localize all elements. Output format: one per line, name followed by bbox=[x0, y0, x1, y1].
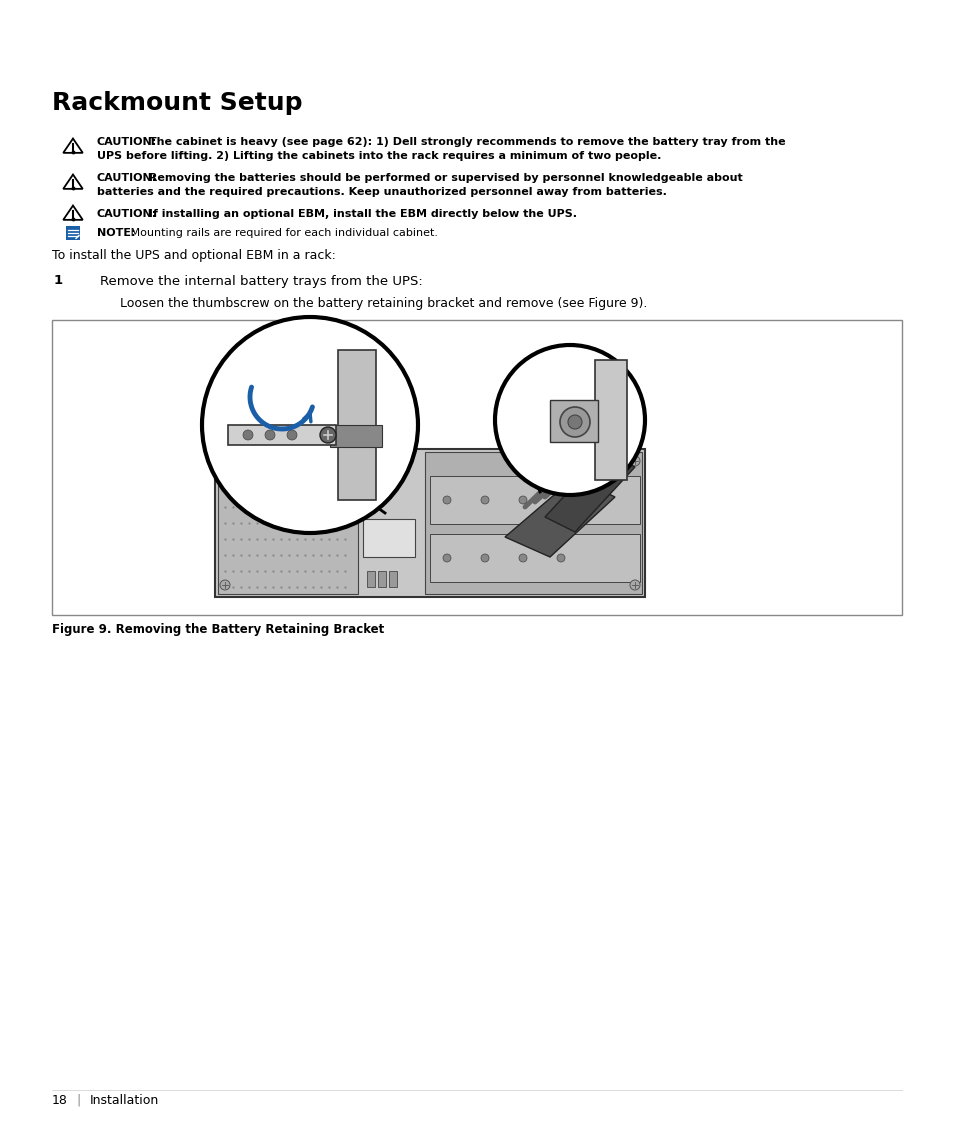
FancyBboxPatch shape bbox=[52, 319, 901, 615]
FancyBboxPatch shape bbox=[228, 425, 335, 445]
Circle shape bbox=[319, 427, 335, 443]
Text: NOTE:: NOTE: bbox=[97, 228, 135, 238]
FancyBboxPatch shape bbox=[330, 425, 381, 447]
Circle shape bbox=[559, 406, 589, 437]
Circle shape bbox=[567, 414, 581, 429]
Text: |: | bbox=[76, 1093, 80, 1106]
Text: 18: 18 bbox=[52, 1093, 68, 1106]
Text: CAUTION:: CAUTION: bbox=[97, 210, 157, 219]
Circle shape bbox=[220, 456, 230, 466]
Text: 1: 1 bbox=[54, 275, 63, 287]
Circle shape bbox=[557, 496, 564, 504]
Circle shape bbox=[480, 496, 489, 504]
FancyBboxPatch shape bbox=[363, 519, 415, 556]
Circle shape bbox=[518, 496, 526, 504]
Circle shape bbox=[243, 431, 253, 440]
Text: Installation: Installation bbox=[90, 1093, 159, 1106]
Text: Loosen the thumbscrew on the battery retaining bracket and remove (see Figure 9): Loosen the thumbscrew on the battery ret… bbox=[120, 297, 647, 309]
Text: UPS before lifting. 2) Lifting the cabinets into the rack requires a minimum of : UPS before lifting. 2) Lifting the cabin… bbox=[97, 151, 660, 161]
Circle shape bbox=[442, 554, 451, 562]
Circle shape bbox=[480, 554, 489, 562]
Circle shape bbox=[220, 581, 230, 590]
Text: CAUTION:: CAUTION: bbox=[97, 137, 157, 147]
Circle shape bbox=[287, 431, 296, 440]
FancyBboxPatch shape bbox=[377, 571, 386, 587]
Text: To install the UPS and optional EBM in a rack:: To install the UPS and optional EBM in a… bbox=[52, 248, 335, 261]
Circle shape bbox=[265, 431, 274, 440]
Text: Figure 9. Removing the Battery Retaining Bracket: Figure 9. Removing the Battery Retaining… bbox=[52, 624, 384, 637]
FancyBboxPatch shape bbox=[595, 360, 626, 480]
Text: Removing the batteries should be performed or supervised by personnel knowledgea: Removing the batteries should be perform… bbox=[145, 173, 742, 183]
FancyBboxPatch shape bbox=[214, 449, 644, 597]
Polygon shape bbox=[544, 452, 635, 532]
Circle shape bbox=[202, 317, 417, 534]
Text: batteries and the required precautions. Keep unauthorized personnel away from ba: batteries and the required precautions. … bbox=[97, 187, 666, 197]
FancyBboxPatch shape bbox=[430, 476, 639, 524]
FancyBboxPatch shape bbox=[367, 571, 375, 587]
Circle shape bbox=[557, 554, 564, 562]
Circle shape bbox=[518, 554, 526, 562]
FancyBboxPatch shape bbox=[430, 534, 639, 582]
Polygon shape bbox=[504, 477, 615, 556]
FancyBboxPatch shape bbox=[218, 452, 357, 594]
Circle shape bbox=[629, 456, 639, 466]
FancyBboxPatch shape bbox=[389, 571, 396, 587]
Text: If installing an optional EBM, install the EBM directly below the UPS.: If installing an optional EBM, install t… bbox=[145, 210, 577, 219]
Text: Rackmount Setup: Rackmount Setup bbox=[52, 90, 302, 114]
FancyBboxPatch shape bbox=[66, 227, 80, 239]
FancyBboxPatch shape bbox=[550, 400, 598, 442]
Circle shape bbox=[442, 496, 451, 504]
FancyBboxPatch shape bbox=[337, 350, 375, 500]
Circle shape bbox=[495, 345, 644, 495]
FancyBboxPatch shape bbox=[424, 452, 641, 594]
Text: Remove the internal battery trays from the UPS:: Remove the internal battery trays from t… bbox=[100, 275, 422, 287]
Text: The cabinet is heavy (see page 62): 1) Dell strongly recommends to remove the ba: The cabinet is heavy (see page 62): 1) D… bbox=[145, 137, 785, 147]
Text: CAUTION:: CAUTION: bbox=[97, 173, 157, 183]
Text: Mounting rails are required for each individual cabinet.: Mounting rails are required for each ind… bbox=[127, 228, 437, 238]
Circle shape bbox=[629, 581, 639, 590]
